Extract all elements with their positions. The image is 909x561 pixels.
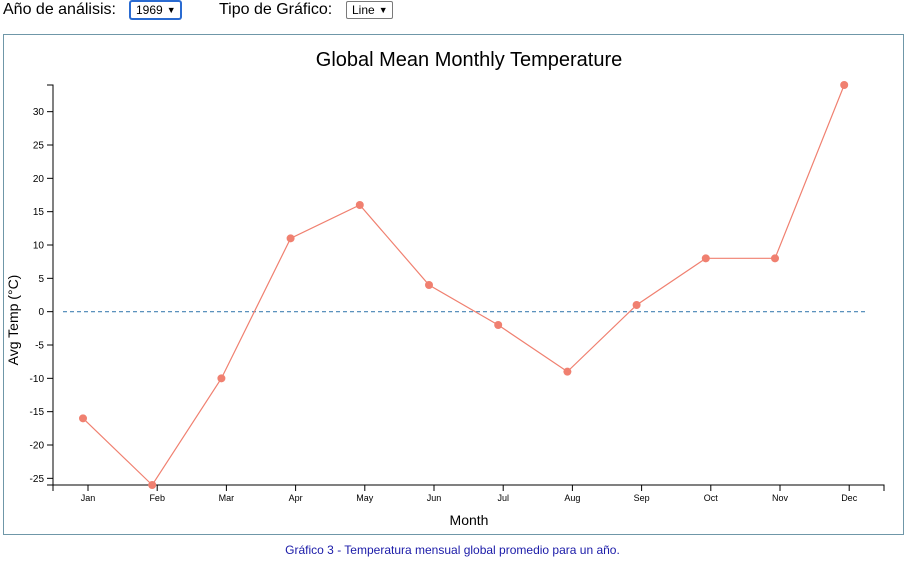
data-point-jun xyxy=(425,281,433,289)
series-line xyxy=(82,84,845,486)
y-tick-label: 25 xyxy=(33,141,45,152)
x-tick-label: Jul xyxy=(497,493,509,503)
y-tick-label: -15 xyxy=(30,407,45,418)
x-axis: Jan Feb Mar Apr May Jun Jul Aug Sep Oct Nov Dec xyxy=(52,484,885,503)
x-tick-label: Jun xyxy=(427,493,442,503)
data-point-feb xyxy=(148,481,157,489)
chart-type-label: Tipo de Gráfico: xyxy=(219,1,333,18)
y-tick-label: 30 xyxy=(33,107,45,118)
chevron-down-icon: ▼ xyxy=(378,5,388,15)
y-tick-label: 20 xyxy=(33,174,45,185)
year-label: Año de análisis: xyxy=(3,1,116,18)
series-path xyxy=(82,84,845,486)
x-tick-label: Aug xyxy=(564,493,580,503)
chart-type-select-value: Line xyxy=(352,3,375,17)
x-tick-label: Dec xyxy=(841,493,858,503)
x-tick-label: Oct xyxy=(704,493,719,503)
data-point-jan xyxy=(79,414,87,423)
data-point-nov xyxy=(771,254,779,263)
chevron-down-icon: ▼ xyxy=(166,5,176,15)
data-point-mar xyxy=(217,374,226,383)
chart-frame: Global Mean Monthly Temperature 30 25 20 15… xyxy=(3,34,904,535)
y-tick-label: -5 xyxy=(35,341,44,352)
x-tick-label: Mar xyxy=(219,493,235,503)
data-point-dec xyxy=(840,81,849,89)
x-tick-label: Apr xyxy=(289,493,303,503)
x-tick-label: Sep xyxy=(634,493,650,503)
x-tick-label: Jan xyxy=(81,493,96,503)
y-tick-label: 0 xyxy=(38,307,44,318)
year-select[interactable]: 1969 ▼ xyxy=(130,1,181,19)
data-point-jul xyxy=(494,321,503,329)
y-tick-label: 15 xyxy=(33,207,45,218)
y-tick-label: 10 xyxy=(33,241,45,252)
x-tick-label: Nov xyxy=(772,493,789,503)
figure-caption: Gráfico 3 - Temperatura mensual global p… xyxy=(285,543,620,557)
chart-title: Global Mean Monthly Temperature xyxy=(316,49,622,71)
chart-type-select[interactable]: Line ▼ xyxy=(346,1,393,19)
data-point-oct xyxy=(701,254,710,263)
data-point-sep xyxy=(632,301,641,309)
year-select-value: 1969 xyxy=(136,3,163,17)
y-tick-label: -25 xyxy=(30,474,45,485)
y-tick-label: -10 xyxy=(30,374,45,385)
y-tick-label: -20 xyxy=(30,441,45,452)
data-points xyxy=(79,81,849,489)
x-tick-label: May xyxy=(356,493,374,503)
data-point-may xyxy=(355,201,364,209)
x-axis-label: Month xyxy=(450,512,489,528)
y-axis-label: Avg Temp (°C) xyxy=(5,275,21,366)
controls-bar: Año de análisis: 1969 ▼ Tipo de Gráfico: … xyxy=(0,0,909,24)
data-point-aug xyxy=(563,367,572,376)
x-tick-label: Feb xyxy=(149,493,165,503)
line-chart: Global Mean Monthly Temperature 30 25 20 15… xyxy=(5,49,885,528)
y-tick-label: 5 xyxy=(38,274,44,285)
data-point-apr xyxy=(286,234,295,243)
y-axis: 30 25 20 15 10 5 0 -5 -10 -15 -20 -25 xyxy=(30,84,54,486)
